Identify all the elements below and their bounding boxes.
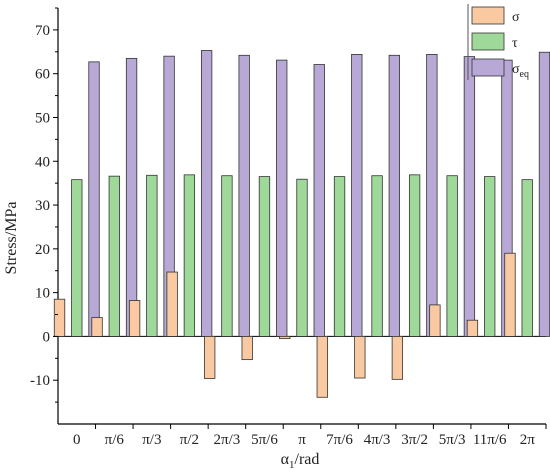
tau-bar <box>371 175 383 337</box>
sigma-bar <box>391 336 404 380</box>
x-tick-label: 5π/6 <box>251 432 278 448</box>
tau-bar <box>183 174 196 337</box>
y-tick-label: 0 <box>43 329 51 345</box>
x-tick-label: 2π <box>520 432 536 448</box>
y-tick-label: 60 <box>35 67 50 83</box>
sigma-eq-bar <box>200 50 213 337</box>
x-tick-label: 7π/6 <box>326 432 353 448</box>
y-axis-label: Stress/MPa <box>3 202 20 275</box>
x-tick-label: π/2 <box>180 432 199 448</box>
tau-bar <box>108 175 120 337</box>
sigma-eq-bar <box>351 54 363 337</box>
x-tick-label: 11π/6 <box>473 432 507 448</box>
x-tick-label: π <box>298 432 306 448</box>
sigma-eq-bar <box>463 56 476 337</box>
sigma-bar <box>53 298 66 337</box>
tau-bar <box>484 176 496 337</box>
sigma-eq-bar <box>88 61 100 337</box>
tau-bar <box>258 176 271 337</box>
y-tick-label: 50 <box>35 110 50 126</box>
sigma-bar <box>204 336 216 379</box>
tau-bar <box>333 176 346 337</box>
sigma-eq-bar <box>125 57 138 337</box>
tau-bar <box>221 175 233 337</box>
legend-swatch <box>471 32 505 51</box>
legend-label: τ <box>512 36 518 51</box>
x-axis-label: α1/rad <box>281 451 320 471</box>
tau-bar <box>296 178 308 337</box>
tau-bar <box>446 175 458 337</box>
x-tick-label: 4π/3 <box>364 432 391 448</box>
tau-bar <box>146 174 158 337</box>
x-tick-label: 0 <box>73 432 81 448</box>
x-tick-label: 2π/3 <box>214 432 241 448</box>
tau-bar <box>521 179 533 337</box>
y-tick-label: -10 <box>30 373 50 389</box>
sigma-bar <box>128 300 141 337</box>
sigma-bar <box>429 304 441 337</box>
sigma-bar <box>91 317 103 337</box>
sigma-bar <box>504 252 516 337</box>
sigma-bar <box>354 336 366 379</box>
sigma-eq-bar <box>276 59 288 337</box>
sigma-eq-bar <box>238 54 250 337</box>
legend-label: σ <box>512 10 520 25</box>
y-tick-label: 70 <box>35 23 50 39</box>
x-tick-label: π/6 <box>105 432 125 448</box>
sigma-eq-bar <box>313 64 325 337</box>
legend-label: σeq <box>512 62 529 80</box>
sigma-bar <box>166 271 178 337</box>
legend: στ σeq <box>467 4 529 80</box>
tau-bar <box>71 179 83 337</box>
y-tick-label: 20 <box>35 242 50 258</box>
legend-swatch <box>471 58 505 77</box>
x-tick-label: π/3 <box>142 432 161 448</box>
y-tick-label: 10 <box>35 286 50 302</box>
sigma-bar <box>466 319 479 337</box>
legend-swatch <box>471 6 505 25</box>
x-tick-label: 5π/3 <box>439 432 466 448</box>
y-tick-label: 40 <box>35 154 50 170</box>
sigma-bar <box>279 336 291 340</box>
sigma-eq-bar <box>388 54 400 337</box>
sigma-eq-bar <box>538 51 550 337</box>
sigma-eq-bar <box>426 54 438 337</box>
tau-bar <box>408 174 421 337</box>
sigma-bar <box>316 336 328 398</box>
sigma-bar <box>241 336 253 361</box>
x-tick-label: 3π/2 <box>401 432 428 448</box>
y-tick-label: 30 <box>35 198 50 214</box>
